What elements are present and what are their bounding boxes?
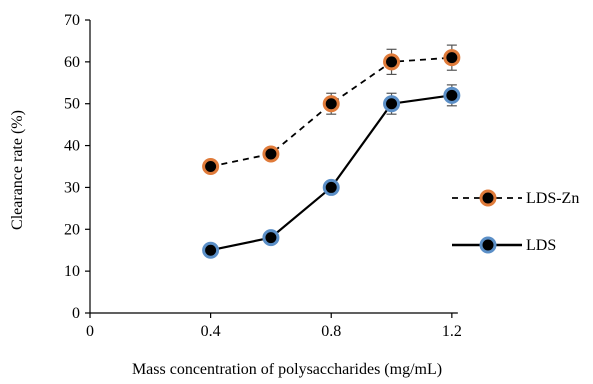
series-line <box>210 94 452 252</box>
legend-label: LDS <box>526 237 556 254</box>
data-point <box>322 95 340 113</box>
data-point <box>383 53 401 71</box>
data-point <box>383 95 401 113</box>
y-tick-label: 30 <box>64 179 80 196</box>
data-point <box>202 241 220 259</box>
y-tick-label: 0 <box>72 305 80 322</box>
axes <box>89 20 458 314</box>
y-tick-label: 20 <box>64 221 80 238</box>
y-tick-label: 10 <box>64 263 80 280</box>
data-point <box>322 178 340 196</box>
legend-marker <box>479 236 497 254</box>
series-lds <box>202 84 461 259</box>
x-tick-label: 0.4 <box>201 323 221 340</box>
legend-item: LDS <box>452 236 556 254</box>
x-tick-label: 0.8 <box>321 323 341 340</box>
x-tick-label: 1.2 <box>442 323 462 340</box>
legend-marker <box>479 189 497 207</box>
y-tick-label: 50 <box>64 96 80 113</box>
legend: LDS-Zn LDS <box>452 189 579 254</box>
data-point <box>262 229 280 247</box>
data-point <box>443 49 461 67</box>
y-tick-label: 70 <box>64 12 80 29</box>
data-point <box>262 145 280 163</box>
y-tick-label: 40 <box>64 138 80 155</box>
legend-item: LDS-Zn <box>452 189 579 207</box>
series-lds-zn <box>202 44 461 175</box>
x-axis-title: Mass concentration of polysaccharides (m… <box>132 361 442 378</box>
x-tick-label: 0 <box>86 323 94 340</box>
data-point <box>443 86 461 104</box>
legend-label: LDS-Zn <box>526 190 579 207</box>
data-point <box>202 158 220 175</box>
x-ticks: 0 0.4 0.8 1.2 <box>86 313 462 340</box>
y-axis-title: Clearance rate (%) <box>9 110 26 230</box>
y-tick-label: 60 <box>64 54 80 71</box>
series-layer <box>202 44 461 259</box>
y-ticks: 0 10 20 30 40 50 60 70 <box>64 12 90 322</box>
series-line <box>210 56 452 168</box>
